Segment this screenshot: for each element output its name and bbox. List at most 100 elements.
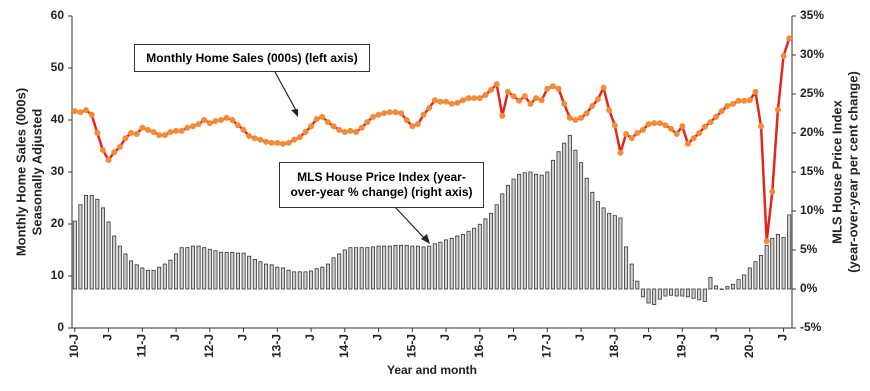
bar: [674, 288, 679, 297]
bar: [224, 251, 229, 290]
x-tick-label: 10-J: [67, 334, 81, 358]
bar: [601, 207, 606, 290]
bar: [629, 263, 634, 290]
marker: [381, 110, 388, 117]
bar: [685, 288, 690, 298]
bar: [207, 248, 212, 290]
bar: [562, 142, 567, 290]
marker: [668, 125, 675, 132]
bar: [399, 244, 404, 290]
y2-tick-label: 20%: [800, 125, 824, 139]
bar: [460, 233, 465, 290]
x-tick-label: J: [641, 334, 655, 341]
bar: [365, 247, 370, 290]
marker: [763, 238, 770, 245]
bar: [550, 159, 555, 290]
y-axis-title-line: Seasonally Adjusted: [29, 109, 44, 236]
marker: [234, 122, 241, 129]
bar: [427, 245, 432, 290]
marker: [156, 132, 163, 139]
x-axis-title: Year and month: [387, 363, 477, 377]
y-tick-label: 30: [51, 164, 65, 178]
bar: [466, 230, 471, 290]
y2-tick-label: -5%: [800, 320, 822, 334]
marker: [662, 122, 669, 129]
bar: [680, 288, 685, 297]
marker: [718, 108, 725, 115]
bar: [702, 288, 707, 302]
marker: [482, 92, 489, 99]
bar: [708, 276, 713, 290]
marker: [274, 139, 281, 146]
bar: [483, 218, 488, 290]
x-tick-label: 11-J: [134, 334, 148, 357]
bar: [84, 194, 89, 290]
bar: [275, 266, 280, 290]
y2-axis-title-line: MLS House Price Index: [829, 99, 844, 244]
bar: [534, 173, 539, 290]
marker: [583, 110, 590, 117]
bar: [196, 245, 201, 290]
bar: [320, 266, 325, 290]
marker: [488, 86, 495, 93]
bar: [719, 288, 724, 290]
marker: [279, 140, 286, 147]
marker: [347, 127, 354, 134]
marker: [696, 130, 703, 136]
bar: [477, 223, 482, 290]
marker: [527, 100, 534, 107]
bar: [511, 178, 516, 290]
marker: [746, 97, 753, 104]
marker: [341, 128, 348, 135]
bar: [517, 173, 522, 290]
marker: [392, 109, 399, 116]
bar: [337, 253, 342, 290]
marker: [493, 81, 500, 88]
x-tick-label: J: [236, 334, 250, 341]
bar: [624, 246, 629, 290]
marker: [99, 147, 106, 154]
marker: [504, 88, 511, 95]
bar: [438, 241, 443, 290]
arrow: [394, 206, 427, 241]
y2-tick-label: 35%: [800, 8, 824, 22]
bar: [759, 255, 764, 290]
marker: [448, 100, 455, 107]
bar: [691, 288, 696, 299]
marker: [628, 135, 635, 142]
marker: [566, 114, 573, 121]
marker: [178, 127, 185, 134]
marker: [735, 97, 742, 104]
marker: [701, 123, 708, 130]
marker: [656, 120, 663, 127]
marker: [122, 135, 129, 142]
bar: [106, 221, 111, 290]
x-tick-label: J: [438, 334, 452, 341]
marker: [139, 124, 146, 131]
bar: [264, 263, 269, 290]
bar: [140, 267, 145, 290]
marker: [291, 136, 298, 143]
bar: [714, 285, 719, 290]
marker: [510, 93, 517, 100]
y2-tick-label: 5%: [800, 242, 818, 256]
bar: [280, 267, 285, 290]
marker: [184, 124, 191, 131]
marker: [111, 149, 118, 156]
marker: [684, 140, 691, 147]
bar: [455, 235, 460, 290]
marker: [521, 93, 528, 100]
marker: [212, 118, 219, 125]
marker: [229, 117, 236, 123]
marker: [133, 131, 140, 138]
marker: [105, 157, 112, 164]
bar: [505, 184, 510, 290]
x-tick-label: 19-J: [674, 334, 688, 358]
y-tick-label: 60: [51, 8, 65, 22]
marker: [358, 124, 365, 131]
marker: [161, 132, 168, 139]
marker: [561, 100, 568, 107]
bar: [415, 245, 420, 290]
bar: [112, 235, 117, 290]
